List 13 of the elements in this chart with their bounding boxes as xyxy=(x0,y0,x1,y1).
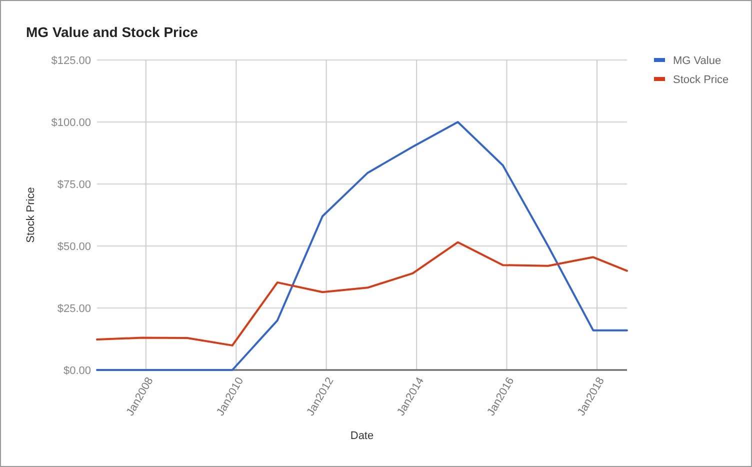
chart-title: MG Value and Stock Price xyxy=(26,24,198,40)
y-tick-label: $75.00 xyxy=(57,178,91,191)
line-series xyxy=(96,241,628,346)
y-tick-label: $125.00 xyxy=(51,54,91,67)
y-tick-label: $100.00 xyxy=(51,116,91,129)
legend-label: MG Value xyxy=(673,54,722,67)
y-axis-title: Stock Price xyxy=(25,187,37,243)
x-axis-title: Date xyxy=(350,430,374,442)
legend-label: Stock Price xyxy=(673,74,729,86)
y-tick-label: $25.00 xyxy=(57,302,91,315)
line-series xyxy=(96,121,628,371)
y-tick-label: $0.00 xyxy=(63,364,91,377)
y-tick-label: $50.00 xyxy=(57,240,91,253)
